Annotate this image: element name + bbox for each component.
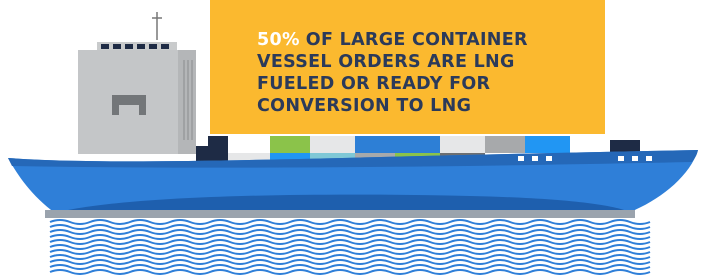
headline-line: 50% OF LARGE CONTAINER bbox=[257, 30, 528, 50]
wave bbox=[50, 225, 650, 229]
wave bbox=[50, 240, 650, 244]
wave bbox=[50, 235, 650, 239]
headline-line: FUELED OR READY FOR bbox=[257, 74, 491, 94]
wave bbox=[50, 245, 650, 249]
wave bbox=[50, 220, 650, 224]
headline-highlight: 50% bbox=[257, 30, 300, 50]
waves bbox=[50, 220, 650, 274]
wave bbox=[50, 260, 650, 264]
headline-text: OF LARGE CONTAINER bbox=[306, 30, 528, 50]
page: 50% OF LARGE CONTAINER VESSEL ORDERS ARE … bbox=[0, 0, 702, 275]
wave bbox=[50, 265, 650, 269]
wave bbox=[50, 250, 650, 254]
headline-line: VESSEL ORDERS ARE LNG bbox=[257, 52, 515, 72]
headline-line: CONVERSION TO LNG bbox=[257, 96, 471, 116]
wave bbox=[50, 255, 650, 259]
wave bbox=[50, 230, 650, 234]
bow-block bbox=[610, 140, 640, 152]
waterline bbox=[45, 210, 635, 218]
illustration: 50% OF LARGE CONTAINER VESSEL ORDERS ARE … bbox=[0, 0, 702, 275]
wave bbox=[50, 270, 650, 274]
